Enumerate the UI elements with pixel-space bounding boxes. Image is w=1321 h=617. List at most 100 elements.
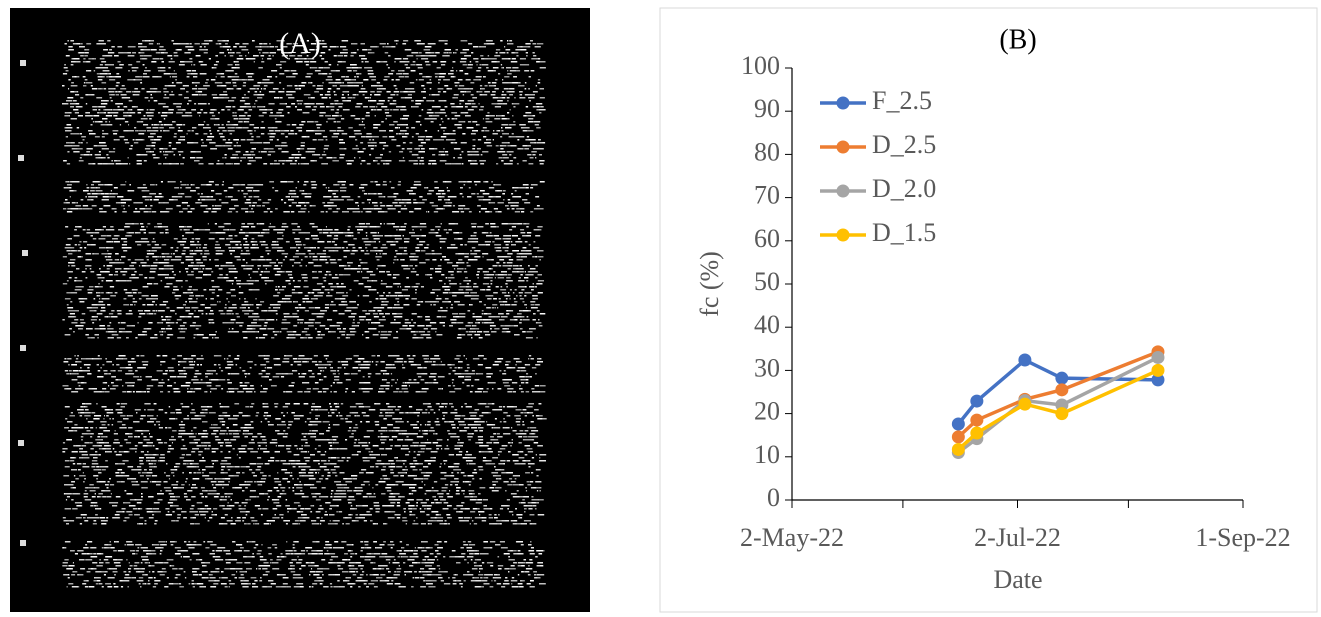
speckle: [443, 292, 449, 294]
speckle: [481, 46, 486, 48]
speckle: [173, 103, 174, 105]
speckle: [422, 235, 427, 237]
speckle: [272, 244, 278, 246]
speckle: [217, 130, 219, 132]
speckle: [346, 247, 348, 249]
speckle: [298, 304, 301, 306]
speckle: [424, 88, 426, 90]
speckle: [102, 130, 103, 132]
speckle: [247, 331, 252, 333]
speckle: [326, 187, 327, 189]
speckle: [128, 115, 131, 117]
speckle: [346, 337, 349, 339]
speckle: [212, 205, 214, 207]
speckle: [334, 238, 339, 240]
speckle: [159, 322, 162, 324]
speckle: [432, 118, 436, 120]
speckle: [134, 142, 138, 144]
speckle: [381, 265, 386, 267]
speckle: [116, 73, 119, 75]
speckle: [254, 313, 258, 315]
speckle: [152, 127, 158, 129]
speckle: [154, 334, 157, 336]
speckle: [442, 193, 446, 195]
speckle: [165, 277, 169, 279]
speckle: [135, 259, 141, 261]
speckle: [523, 145, 528, 147]
speckle: [305, 256, 308, 258]
speckle: [472, 121, 477, 123]
speckle: [404, 247, 407, 249]
speckle: [426, 136, 433, 138]
speckle: [436, 106, 441, 108]
speckle: [110, 97, 112, 99]
speckle: [487, 259, 492, 261]
speckle: [239, 298, 240, 300]
speckle: [451, 112, 457, 114]
speckle: [232, 304, 236, 306]
speckle: [363, 106, 368, 108]
speckle: [334, 94, 337, 96]
speckle: [362, 118, 365, 120]
speckle: [65, 130, 72, 132]
speckle: [124, 241, 128, 243]
speckle: [438, 82, 440, 84]
speckle: [316, 103, 323, 105]
speckle: [342, 196, 348, 198]
speckle: [182, 238, 185, 240]
speckle: [243, 337, 247, 339]
speckle: [353, 70, 357, 72]
speckle: [530, 157, 534, 159]
speckle: [429, 190, 434, 192]
speckle: [129, 190, 134, 192]
speckle: [344, 250, 350, 252]
speckle: [192, 70, 196, 72]
speckle: [223, 157, 224, 159]
speckle: [233, 46, 237, 48]
speckle: [539, 112, 541, 114]
speckle: [106, 154, 108, 156]
speckle: [162, 211, 168, 213]
speckle: [299, 190, 302, 192]
speckle: [128, 295, 131, 297]
speckle: [304, 205, 306, 207]
speckle: [495, 307, 496, 309]
speckle: [358, 205, 359, 207]
speckle: [318, 139, 324, 141]
speckle: [493, 97, 498, 99]
speckle: [236, 157, 238, 159]
speckle: [127, 112, 129, 114]
speckle: [517, 136, 524, 138]
speckle: [513, 316, 520, 318]
speckle: [134, 127, 136, 129]
speckle: [194, 103, 196, 105]
speckle: [158, 67, 160, 69]
speckle: [230, 241, 236, 243]
speckle: [304, 94, 311, 96]
speckle: [482, 322, 484, 324]
speckle: [157, 43, 158, 45]
speckle: [159, 127, 164, 129]
speckle: [122, 103, 123, 105]
speckle: [220, 73, 224, 75]
speckle: [140, 223, 143, 225]
speckle: [421, 148, 425, 150]
speckle: [474, 181, 481, 183]
speckle: [315, 328, 316, 330]
speckle: [413, 268, 415, 270]
speckle: [475, 322, 478, 324]
speckle: [374, 94, 380, 96]
speckle: [112, 241, 113, 243]
speckle: [503, 190, 506, 192]
speckle: [188, 289, 192, 291]
speckle: [499, 259, 504, 261]
speckle: [470, 292, 477, 294]
speckle: [67, 184, 72, 186]
speckle: [458, 253, 465, 255]
speckle: [170, 76, 171, 78]
speckle: [540, 61, 546, 63]
speckle: [154, 283, 159, 285]
speckle: [500, 289, 506, 291]
speckle: [391, 187, 395, 189]
speckle: [244, 244, 249, 246]
